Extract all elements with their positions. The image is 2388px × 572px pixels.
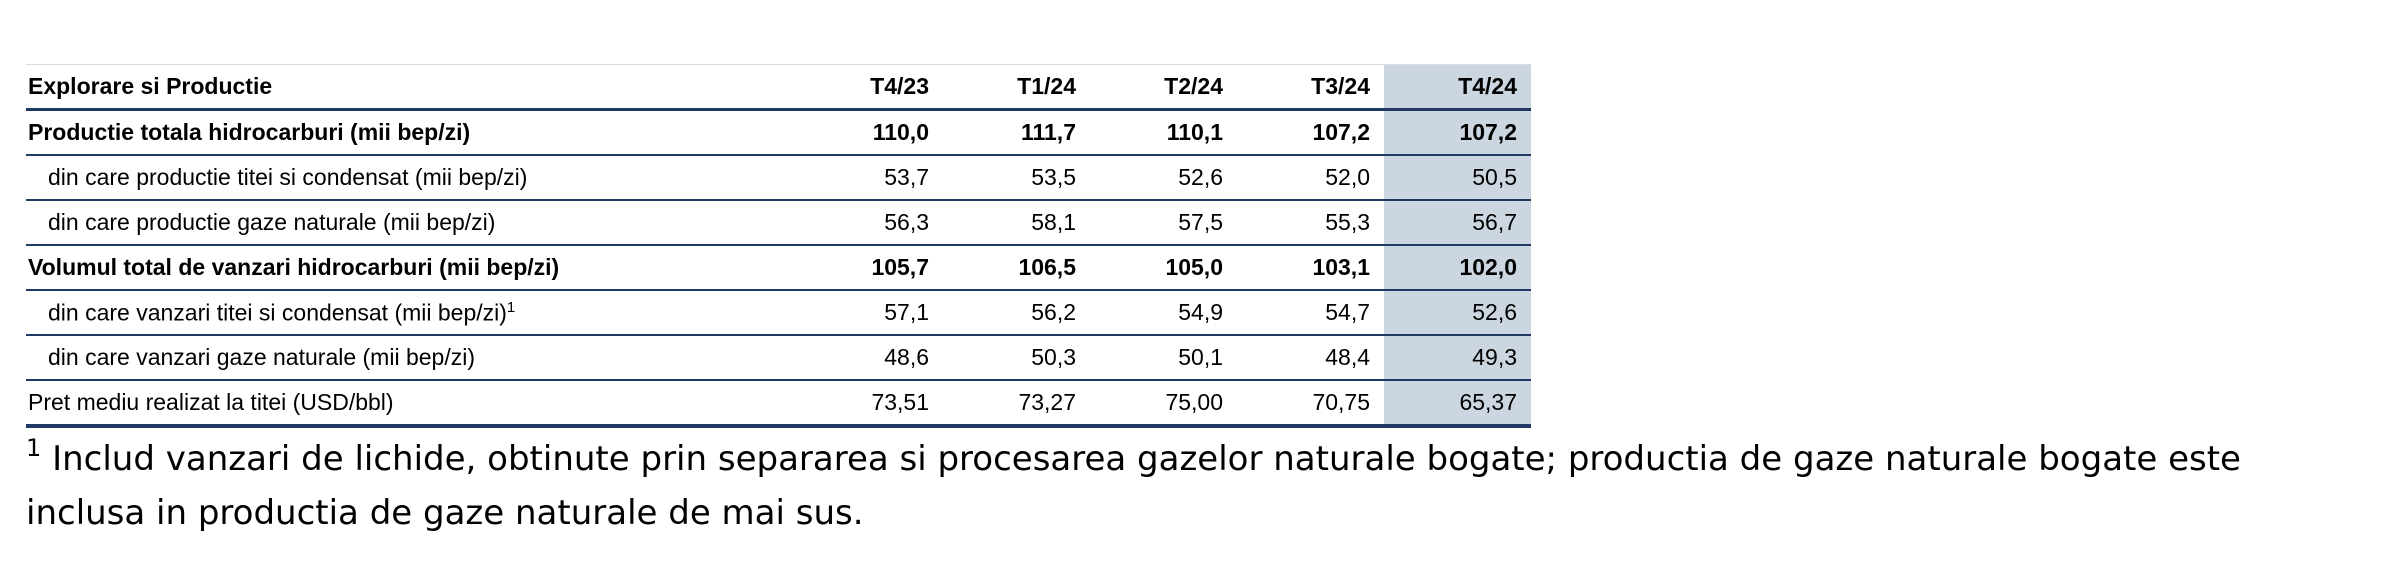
cell-value: 52,0 xyxy=(1237,155,1384,201)
cell-value: 53,5 xyxy=(943,155,1090,201)
row-label: din care productie titei si condensat (m… xyxy=(26,155,796,201)
cell-value: 105,0 xyxy=(1090,245,1237,291)
table-row: din care vanzari gaze naturale (mii bep/… xyxy=(26,335,1531,381)
cell-value: 105,7 xyxy=(796,245,943,291)
table-row: Volumul total de vanzari hidrocarburi (m… xyxy=(26,245,1531,291)
row-label-text: Volumul total de vanzari hidrocarburi (m… xyxy=(28,254,560,280)
cell-value: 54,9 xyxy=(1090,290,1237,336)
cell-value: 56,2 xyxy=(943,290,1090,336)
cell-value: 73,27 xyxy=(943,380,1090,428)
cell-value: 102,0 xyxy=(1384,245,1531,291)
row-label: Productie totala hidrocarburi (mii bep/z… xyxy=(26,109,796,156)
table-row: din care productie titei si condensat (m… xyxy=(26,155,1531,201)
cell-value: 48,6 xyxy=(796,335,943,381)
row-label: Volumul total de vanzari hidrocarburi (m… xyxy=(26,245,796,291)
cell-value: 58,1 xyxy=(943,200,1090,246)
cell-value: 56,3 xyxy=(796,200,943,246)
cell-value: 110,0 xyxy=(796,109,943,156)
cell-value: 52,6 xyxy=(1384,290,1531,336)
cell-value: 50,1 xyxy=(1090,335,1237,381)
footnote: 1 Includ vanzari de lichide, obtinute pr… xyxy=(26,432,2356,540)
row-label-text: din care productie gaze naturale (mii be… xyxy=(48,209,496,235)
cell-value: 53,7 xyxy=(796,155,943,201)
header-row: Explorare si Productie T4/23 T1/24 T2/24 T3/… xyxy=(26,64,1531,111)
row-label-text: Productie totala hidrocarburi (mii bep/z… xyxy=(28,119,471,145)
cell-value: 57,5 xyxy=(1090,200,1237,246)
column-header: T1/24 xyxy=(943,64,1090,111)
table-row: Productie totala hidrocarburi (mii bep/z… xyxy=(26,109,1531,156)
footnote-marker: 1 xyxy=(26,434,42,462)
row-label-text: Pret mediu realizat la titei (USD/bbl) xyxy=(28,389,394,415)
cell-value: 50,5 xyxy=(1384,155,1531,201)
row-label-text: din care productie titei si condensat (m… xyxy=(48,164,528,190)
cell-value: 55,3 xyxy=(1237,200,1384,246)
cell-value: 73,51 xyxy=(796,380,943,428)
table-row: din care vanzari titei si condensat (mii… xyxy=(26,290,1531,336)
table-row: din care productie gaze naturale (mii be… xyxy=(26,200,1531,246)
note-ref: 1 xyxy=(506,298,516,316)
row-label-text: din care vanzari gaze naturale (mii bep/… xyxy=(48,344,475,370)
column-header: T4/23 xyxy=(796,64,943,111)
cell-value: 110,1 xyxy=(1090,109,1237,156)
column-header: T2/24 xyxy=(1090,64,1237,111)
cell-value: 70,75 xyxy=(1237,380,1384,428)
cell-value: 106,5 xyxy=(943,245,1090,291)
cell-value: 65,37 xyxy=(1384,380,1531,428)
cell-value: 50,3 xyxy=(943,335,1090,381)
cell-value: 103,1 xyxy=(1237,245,1384,291)
row-label-text: din care vanzari titei si condensat (mii… xyxy=(48,299,507,326)
column-header: T3/24 xyxy=(1237,64,1384,111)
footnote-text: Includ vanzari de lichide, obtinute prin… xyxy=(26,439,2241,533)
cell-value: 49,3 xyxy=(1384,335,1531,381)
cell-value: 57,1 xyxy=(796,290,943,336)
cell-value: 48,4 xyxy=(1237,335,1384,381)
cell-value: 54,7 xyxy=(1237,290,1384,336)
data-table: Explorare si Productie T4/23 T1/24 T2/24 T3/… xyxy=(26,64,1531,428)
row-label: din care productie gaze naturale (mii be… xyxy=(26,200,796,246)
cell-value: 107,2 xyxy=(1384,109,1531,156)
row-label: din care vanzari gaze naturale (mii bep/… xyxy=(26,335,796,381)
column-header: T4/24 xyxy=(1384,64,1531,111)
row-label: din care vanzari titei si condensat (mii… xyxy=(26,290,796,336)
cell-value: 56,7 xyxy=(1384,200,1531,246)
row-label: Pret mediu realizat la titei (USD/bbl) xyxy=(26,380,796,428)
table-row: Pret mediu realizat la titei (USD/bbl) 73… xyxy=(26,380,1531,428)
cell-value: 107,2 xyxy=(1237,109,1384,156)
table-title: Explorare si Productie xyxy=(26,64,796,111)
cell-value: 111,7 xyxy=(943,109,1090,156)
cell-value: 75,00 xyxy=(1090,380,1237,428)
cell-value: 52,6 xyxy=(1090,155,1237,201)
